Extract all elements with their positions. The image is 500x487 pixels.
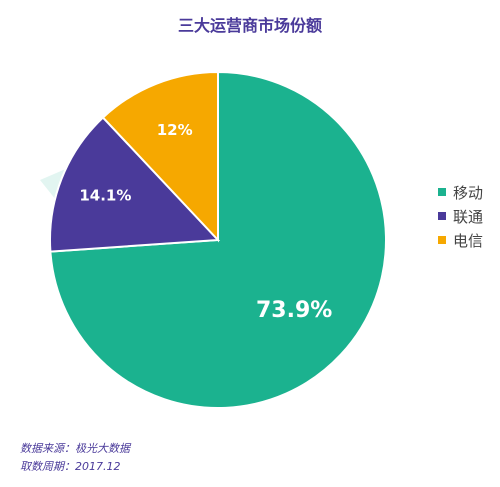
- legend-swatch-mobile: [438, 188, 446, 196]
- legend-swatch-telecom: [438, 236, 446, 244]
- legend-swatch-unicom: [438, 212, 446, 220]
- legend: 移动 联通 电信: [438, 180, 483, 252]
- period-line: 取数周期：2017.12: [20, 460, 121, 473]
- legend-item-telecom: 电信: [438, 228, 483, 252]
- chart-title: 三大运营商市场份额: [177, 16, 322, 35]
- legend-item-unicom: 联通: [438, 204, 483, 228]
- legend-item-mobile: 移动: [438, 180, 483, 204]
- pie-slice-telecom: [101, 70, 219, 243]
- data-label-unicom: 14.1%: [79, 186, 131, 204]
- data-label-mobile: 73.9%: [256, 298, 332, 323]
- source-note: 数据来源：极光大数据 取数周期：2017.12: [20, 440, 130, 476]
- legend-label-telecom: 电信: [453, 231, 484, 250]
- legend-label-unicom: 联通: [453, 207, 484, 226]
- data-label-telecom: 12%: [157, 121, 193, 139]
- legend-label-mobile: 移动: [453, 183, 484, 202]
- pie-slice-unicom: [49, 116, 221, 253]
- source-line: 数据来源：极光大数据: [20, 442, 130, 455]
